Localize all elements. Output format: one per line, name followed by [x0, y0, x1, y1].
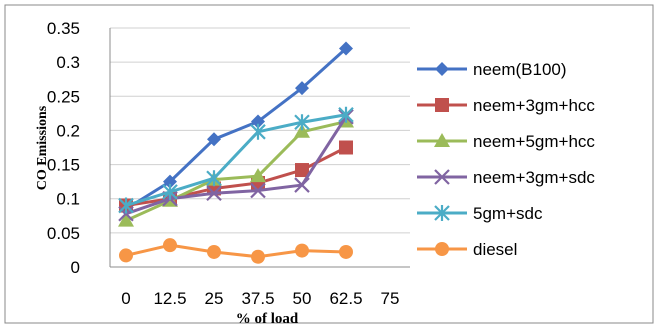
legend-marker — [435, 98, 449, 112]
legend-label: 5gm+sdc — [473, 204, 543, 223]
data-point — [295, 243, 309, 258]
series-line — [125, 243, 347, 259]
data-point — [294, 177, 310, 193]
legend-label: neem+5gm+hcc — [473, 132, 595, 151]
data-point — [338, 106, 354, 123]
series-line — [125, 47, 348, 211]
data-point — [206, 170, 222, 187]
data-point — [339, 41, 353, 56]
legend-entry: neem(B100) — [417, 60, 567, 79]
legend-marker — [435, 242, 449, 256]
y-tick-label: 0.35 — [47, 19, 80, 38]
data-point — [339, 244, 353, 259]
y-tick-label: 0.2 — [56, 121, 80, 140]
data-point — [207, 244, 221, 259]
data-point — [250, 168, 266, 183]
legend-marker — [434, 169, 450, 185]
gridlines — [110, 27, 410, 234]
data-point — [163, 238, 177, 253]
series-line — [125, 120, 347, 222]
legend-label: neem+3gm+hcc — [473, 96, 595, 115]
y-tick-label: 0.15 — [47, 156, 80, 175]
data-point — [251, 114, 265, 129]
y-tick-label: 0.3 — [56, 53, 80, 72]
x-tick-labels: 0 12.5 25 37.5 50 62.5 75 — [121, 289, 399, 308]
y-tick-labels: 0 0.05 0.1 0.15 0.2 0.25 0.3 0.35 — [47, 19, 80, 277]
legend-entry: neem+3gm+hcc — [417, 96, 595, 115]
axes — [109, 28, 410, 268]
x-tick-label: 62.5 — [329, 289, 362, 308]
data-point — [118, 212, 134, 227]
data-point — [162, 183, 178, 200]
chart-frame — [4, 4, 654, 324]
data-point — [163, 174, 177, 189]
y-tick-label: 0.1 — [56, 190, 80, 209]
series-line — [125, 113, 347, 207]
data-point — [250, 123, 266, 140]
x-tick-label: 25 — [205, 289, 224, 308]
x-tick-label: 37.5 — [241, 289, 274, 308]
data-point — [294, 123, 310, 138]
data-point — [119, 248, 133, 263]
x-tick-label: 0 — [121, 289, 130, 308]
data-point — [339, 140, 353, 155]
legend-entry: neem+3gm+sdc — [417, 168, 595, 187]
legend-label: diesel — [473, 240, 517, 259]
data-point — [206, 185, 222, 202]
data-point — [294, 114, 310, 131]
data-series — [118, 41, 354, 264]
y-tick-label: 0 — [71, 258, 80, 277]
x-tick-label: 50 — [293, 289, 312, 308]
series-3 — [118, 108, 354, 222]
data-point — [295, 163, 309, 178]
legend-entry: 5gm+sdc — [417, 204, 543, 223]
legend-label: neem+3gm+sdc — [473, 168, 595, 187]
series-line — [125, 115, 348, 216]
legend-marker — [434, 133, 450, 147]
data-point — [207, 132, 221, 147]
x-axis-label: % of load — [236, 311, 299, 327]
x-tick-label: 12.5 — [153, 289, 186, 308]
x-tick-label: 75 — [381, 289, 400, 308]
y-axis-label: CO Emissions — [35, 105, 50, 190]
data-point — [251, 249, 265, 264]
y-tick-label: 0.05 — [47, 224, 80, 243]
data-point — [118, 197, 134, 214]
data-point — [250, 182, 266, 199]
legend-entry: neem+5gm+hcc — [417, 132, 595, 151]
y-tick-label: 0.25 — [47, 87, 80, 106]
legend-marker — [434, 205, 450, 221]
series-5 — [119, 238, 353, 264]
legend-marker — [435, 62, 449, 76]
data-point — [295, 81, 309, 96]
legend-entry: diesel — [417, 240, 517, 259]
legend: neem(B100) neem+3gm+hcc neem+5gm+hcc neem+3… — [417, 60, 595, 259]
legend-label: neem(B100) — [473, 60, 567, 79]
series-4 — [118, 106, 354, 214]
